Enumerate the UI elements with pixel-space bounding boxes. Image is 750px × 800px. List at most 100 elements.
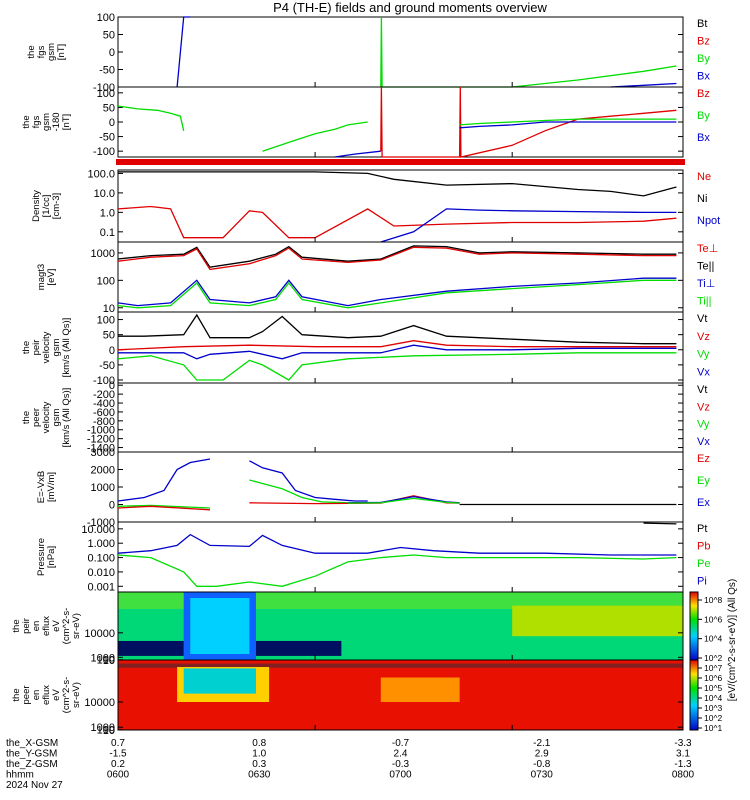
series-line-ex [117,458,211,502]
series-line-ey [249,479,348,504]
y-tick-label: 0.100 [87,553,115,565]
x-axis-date: 2024 Nov 27 [6,780,63,791]
x-axis-labels: the_X-GSM 0.7 0.8 -0.7 -2.1 -3.3 the_Y-GSM -1.5… [6,738,695,791]
y-axis-title: the peer velocity gsm [km/s (All Qs)] [21,388,72,448]
legend-entry: Bx [697,71,710,83]
colorbar: 10^8 10^6 10^4 10^2 [689,591,722,663]
panel-frame [117,659,684,731]
x-row-value: 0.7 [111,738,125,749]
series-line-te|| [117,245,677,268]
spectrogram-peir_spec [118,592,683,660]
y-tick-label: 1000 [91,722,115,734]
y-axis-title: Density [1/cc] [cm-3] [31,190,62,222]
series-line-ti⊥ [117,277,677,307]
legend-entry: Bt [697,18,707,30]
y-axis-title: the fgs gsm [nT] [26,43,67,61]
legend: Bz By Bx [697,88,710,144]
series-line-ey [117,504,211,509]
legend-entry: Ni [697,193,707,205]
legend-entry: Bx [697,132,710,144]
colorbar-tick-label: 10^8 [704,595,722,605]
panel-vpeer: 0-200-400-600-800-1000-1200-1400 the peer v… [21,380,710,454]
y-tick-label: 3000 [91,447,115,459]
x-row-label: the_Z-GSM [6,759,58,770]
series-line-vz [117,340,677,351]
y-axis-title: magt3 [eV] [36,264,57,290]
y-axis-title-line: sr-eV) [71,613,82,639]
panel-bfgs: 100 50 0 -50 -100 the fgs gsm [nT] Bt Bz By Bx [26,12,710,94]
x-row-label: the_Y-GSM [6,749,57,760]
y-tick-label: -100 [93,375,115,387]
spectrogram-band-late [512,605,683,637]
y-axis-title-line: [mV/m] [46,472,57,502]
legend-entry: Vx [697,366,710,378]
x-row-value: 0.3 [252,759,266,770]
y-axis-title-line: fgs [36,45,47,58]
y-axis-title: E=-VxB [mV/m] [36,471,57,503]
spectrogram-band-high [118,592,683,609]
y-axis: 10.000 1.000 0.100 0.010 0.001 [81,524,683,593]
legend-entry: Vz [697,401,710,413]
colorbar-tick-label: 10^7 [704,663,722,673]
colorbar-tick-label: 10^2 [704,713,722,723]
y-axis-title-line: velocity [41,331,52,363]
y-axis-title-line: gsm [46,43,57,61]
series-line-bz [380,86,677,158]
y-tick-label: 50 [103,102,115,114]
legend-entry: Pt [697,523,707,535]
legend-entry: Npot [697,215,720,227]
legend-entry: Pi [697,576,707,588]
series-line-pt [643,522,677,525]
panel-density: 100.0 10.0 1.0 0.1 Density [1/cc] [cm-3] Ne Ni Np… [31,168,720,243]
legend-entry: Vy [697,349,710,361]
x-row-value: 2.9 [535,749,549,760]
y-axis-title-line: eflux [41,616,52,636]
y-tick-label: 100 [97,725,115,737]
legend: Vt Vz Vy Vx [697,313,710,378]
y-axis-title-line: eV [51,689,62,701]
y-axis: 100 50 0 -50 -100 [93,12,683,94]
spectrogram-band-low-right [255,640,342,656]
x-row-value: -0.7 [392,738,410,749]
x-row-value: -0.8 [533,759,551,770]
y-axis: 0-200-400-600-800-1000-1200-1400 [87,380,683,455]
legend-entry: Te|| [697,261,714,273]
legend-entry: Ti|| [697,296,711,308]
x-row-value: 0600 [107,770,130,781]
series-line-ey [347,497,460,504]
y-axis-title-line: peer [21,685,32,704]
legend-entry: Vy [697,419,710,431]
y-axis-title-line: [nPa] [46,546,57,568]
legend: Bt Bz By Bx [697,18,710,83]
panel-frame [117,169,684,243]
y-axis: 3000 2000 1000 0 -1000 [87,447,683,529]
y-tick-label: 10.0 [94,188,115,200]
y-tick-label: -1000 [87,425,115,437]
legend-entry: Pe [697,558,710,570]
y-tick-label: 100 [97,315,115,327]
series-line-bx [610,82,677,88]
series-line-bx [459,121,677,129]
spectrogram-peer_spec [118,660,683,730]
x-row-value: -1.5 [109,749,127,760]
y-tick-label: -800 [93,416,115,428]
y-tick-label: 100 [97,275,115,287]
series-line-by [459,118,677,126]
y-tick-label: -50 [99,65,115,77]
x-row-value: 0.2 [111,759,125,770]
x-row-value: 0630 [248,770,271,781]
legend-entry: Vz [697,331,710,343]
y-tick-label: 2000 [91,465,115,477]
y-tick-label: -200 [93,389,115,401]
y-tick-label: 0 [109,380,115,392]
series-line-bx [334,150,381,158]
panel-frame [117,311,684,384]
colorbar-tick-label: 10^4 [704,693,722,703]
x-row-value: 0700 [389,770,412,781]
flag-bar [116,159,685,165]
y-tick-label: -50 [99,132,115,144]
legend: Ne Ni Npot [697,171,720,227]
y-axis: 100 50 0 -50 -100 [93,88,683,158]
